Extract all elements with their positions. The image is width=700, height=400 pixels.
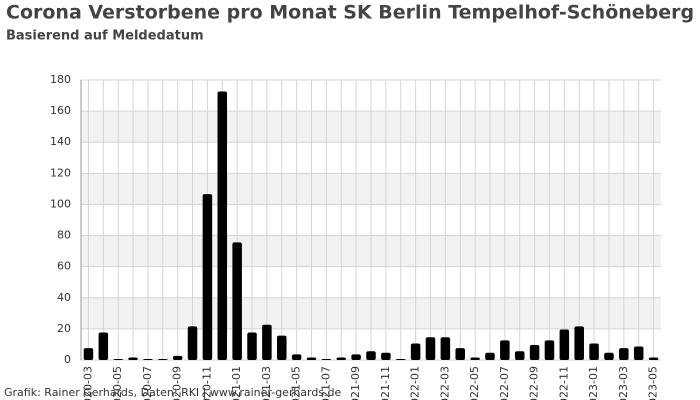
bar xyxy=(83,348,94,360)
bar xyxy=(455,348,465,360)
bar xyxy=(485,352,495,360)
bar xyxy=(217,91,228,360)
y-tick-label: 100 xyxy=(50,197,71,210)
bar xyxy=(143,359,153,360)
chart-subtitle: Basierend auf Meldedatum xyxy=(6,29,204,44)
y-tick-label: 180 xyxy=(50,73,71,86)
x-tick-label: 2021-01 xyxy=(230,366,243,400)
bar xyxy=(247,332,257,360)
bar xyxy=(321,359,332,360)
y-tick-label: 0 xyxy=(64,353,71,366)
bar xyxy=(113,359,123,360)
x-tick-label: 2022-03 xyxy=(438,366,451,400)
bar xyxy=(544,340,555,360)
bar xyxy=(619,348,629,360)
x-tick-label: 2022-11 xyxy=(557,366,570,400)
y-tick-label: 60 xyxy=(57,260,71,273)
x-tick-label: 2020-05 xyxy=(111,366,124,400)
x-tick-label: 2020-11 xyxy=(200,366,213,400)
bar xyxy=(128,357,138,360)
y-tick-label: 160 xyxy=(50,104,71,117)
x-tick-label: 2021-03 xyxy=(260,366,273,400)
bar xyxy=(351,354,361,360)
x-tick-label: 2020-09 xyxy=(171,366,184,400)
x-tick-label: 2022-01 xyxy=(409,366,422,400)
x-tick-label: 2021-11 xyxy=(379,366,392,400)
x-tick-label: 2021-07 xyxy=(319,366,332,400)
y-tick-label: 20 xyxy=(57,322,71,335)
y-tick-label: 140 xyxy=(50,135,71,148)
bar xyxy=(559,329,570,360)
x-tick-label: 2022-07 xyxy=(498,366,511,400)
bar xyxy=(589,343,599,360)
x-tick-label: 2023-03 xyxy=(617,366,630,400)
bar xyxy=(604,352,614,360)
x-tick-label: 2020-07 xyxy=(141,366,154,400)
bar xyxy=(98,332,109,360)
x-tick-label: 2022-09 xyxy=(528,366,541,400)
bar xyxy=(425,337,436,360)
bar xyxy=(500,340,510,360)
bar xyxy=(158,359,168,360)
footer: Grafik: Rainer Gerhards, Daten: RKI | ww… xyxy=(4,386,342,399)
bar xyxy=(291,354,302,360)
chart-title: Corona Verstorbene pro Monat SK Berlin T… xyxy=(6,2,694,24)
bar xyxy=(202,194,213,360)
grid: 0 20 40 60 80 100 120 140 160 180 xyxy=(50,73,661,366)
y-tick-label: 80 xyxy=(57,229,71,242)
bar xyxy=(529,345,540,360)
bar xyxy=(440,337,451,360)
bar xyxy=(381,352,391,360)
y-tick-label: 40 xyxy=(57,291,71,304)
bar xyxy=(262,324,272,360)
bar xyxy=(366,351,376,360)
bar xyxy=(514,351,525,360)
x-tick-label: 2021-05 xyxy=(290,366,303,400)
bar xyxy=(633,346,644,360)
x-tick-label: 2020-03 xyxy=(81,366,94,400)
bar xyxy=(232,242,242,360)
marks: 2020-03 2020-05 2020-07 2020-09 2020-11 2021-… xyxy=(81,91,660,400)
x-tick-label: 2021-09 xyxy=(349,366,362,400)
x-tick-label: 2023-05 xyxy=(647,366,660,400)
bar xyxy=(187,326,198,360)
bar xyxy=(395,359,406,360)
bar xyxy=(277,335,287,360)
x-tick-label: 2022-05 xyxy=(468,366,481,400)
bar xyxy=(306,357,317,360)
bar xyxy=(648,357,659,360)
y-tick-label: 120 xyxy=(50,166,71,179)
bar xyxy=(470,357,480,360)
bar xyxy=(336,357,347,360)
bar xyxy=(172,355,183,360)
x-tick-label: 2023-01 xyxy=(587,366,600,400)
bar xyxy=(574,326,584,360)
bar xyxy=(410,343,421,360)
